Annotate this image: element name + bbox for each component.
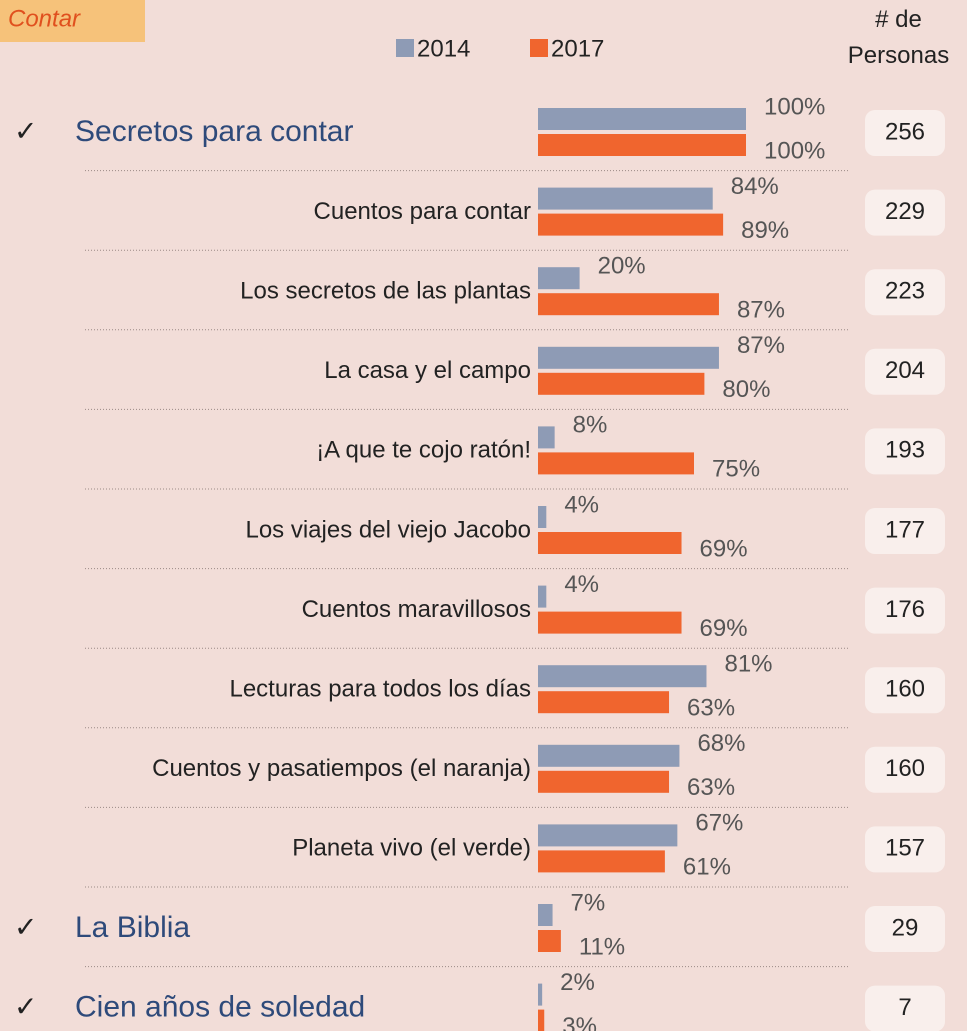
value-label: 89% — [741, 217, 789, 244]
category-label: Secretos para contar — [75, 115, 353, 148]
count-box — [865, 110, 945, 156]
count-value: 160 — [885, 755, 925, 782]
count-box — [865, 906, 945, 952]
category-label: Cuentos y pasatiempos (el naranja) — [152, 755, 531, 782]
value-label: 3% — [562, 1013, 597, 1031]
value-label: 87% — [737, 297, 785, 324]
bar — [538, 506, 547, 528]
value-label: 87% — [737, 332, 785, 359]
legend-label: 2017 — [551, 35, 604, 62]
count-box — [865, 985, 945, 1031]
bar — [538, 372, 705, 395]
bar — [538, 744, 680, 767]
bar — [538, 187, 713, 210]
category-label: Los secretos de las plantas — [240, 278, 531, 305]
count-box — [865, 587, 945, 634]
count-box — [865, 348, 945, 395]
value-label: 100% — [764, 93, 825, 120]
bar — [538, 665, 707, 688]
category-label: La Biblia — [75, 911, 190, 944]
count-value: 160 — [885, 676, 925, 703]
value-label: 100% — [764, 137, 825, 164]
category-label: Planeta vivo (el verde) — [292, 835, 531, 862]
count-header: # de Personas — [847, 6, 950, 69]
logo-box — [0, 0, 145, 42]
bar — [538, 426, 555, 449]
count-value: 29 — [892, 914, 919, 941]
count-value: 256 — [885, 118, 925, 145]
value-label: 8% — [573, 412, 608, 439]
bar — [538, 134, 746, 156]
count-box — [865, 508, 945, 554]
bar — [538, 824, 678, 847]
bar — [538, 213, 724, 236]
count-header-box: # de Personas — [847, 6, 950, 69]
count-value: 204 — [885, 357, 925, 384]
count-value: 157 — [885, 835, 925, 862]
bar — [538, 983, 543, 1006]
value-label: 67% — [695, 810, 743, 837]
count-value: 7 — [898, 994, 911, 1021]
value-label: 63% — [687, 774, 735, 801]
value-label: 69% — [700, 535, 748, 562]
category-label: ¡A que te cojo ratón! — [316, 437, 531, 464]
value-label: 81% — [724, 651, 772, 678]
value-label: 75% — [712, 456, 760, 483]
count-box — [865, 826, 945, 873]
count-box — [865, 667, 945, 714]
count-value: 193 — [885, 437, 925, 464]
bar — [538, 585, 547, 608]
count-box — [865, 269, 945, 316]
category-label: Cuentos para contar — [314, 198, 531, 225]
category-label: Los viajes del viejo Jacobo — [245, 516, 531, 543]
bar — [538, 770, 670, 793]
bar — [538, 1009, 545, 1031]
value-label: 84% — [731, 173, 779, 200]
bar — [538, 267, 580, 290]
check-icon: ✓ — [14, 911, 37, 942]
count-box — [865, 428, 945, 475]
bar — [538, 904, 553, 926]
count-box — [865, 746, 945, 793]
category-label: Cien años de soledad — [75, 991, 365, 1024]
bar — [538, 293, 719, 316]
count-value: 229 — [885, 198, 925, 225]
count-value: 223 — [885, 278, 925, 305]
count-value: 176 — [885, 596, 925, 623]
value-label: 4% — [564, 571, 599, 598]
value-label: 69% — [700, 615, 748, 642]
count-value: 177 — [885, 516, 925, 543]
value-label: 68% — [697, 730, 745, 757]
bar — [538, 850, 665, 873]
legend-swatch — [396, 39, 414, 57]
logo: Contar — [8, 5, 81, 32]
bar — [538, 930, 561, 952]
value-label: 80% — [722, 376, 770, 403]
check-icon: ✓ — [14, 991, 37, 1022]
value-label: 63% — [687, 695, 735, 722]
category-label: Cuentos maravillosos — [302, 596, 531, 623]
bar — [538, 346, 719, 369]
check-icon: ✓ — [14, 115, 37, 146]
count-box — [865, 189, 945, 236]
value-label: 7% — [571, 889, 606, 916]
bar — [538, 452, 694, 475]
value-label: 2% — [560, 969, 595, 996]
bar — [538, 108, 746, 130]
bar — [538, 611, 682, 634]
legend-label: 2014 — [417, 35, 470, 62]
value-label: 4% — [564, 491, 599, 518]
value-label: 11% — [579, 933, 625, 960]
category-label: Lecturas para todos los días — [229, 676, 531, 703]
legend-swatch — [530, 39, 548, 57]
value-label: 20% — [598, 253, 646, 280]
value-label: 61% — [683, 854, 731, 881]
bar — [538, 532, 682, 554]
category-label: La casa y el campo — [324, 357, 531, 384]
bar — [538, 691, 670, 714]
